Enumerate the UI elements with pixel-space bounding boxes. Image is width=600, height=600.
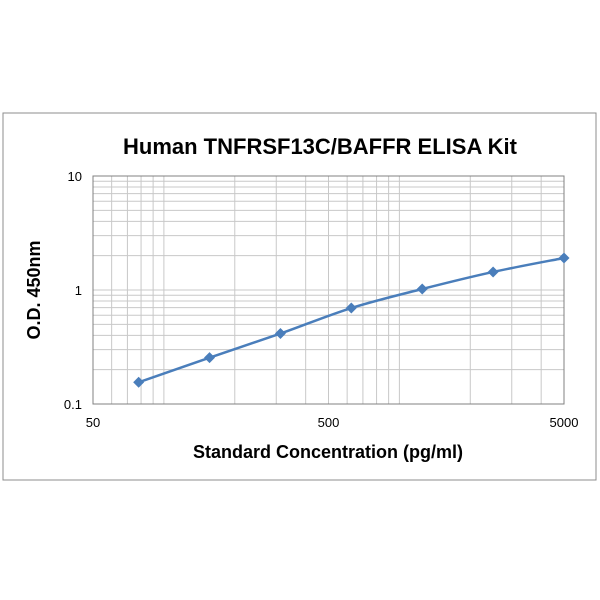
data-point [204,352,216,364]
data-point [558,252,570,264]
data-point [487,266,499,278]
y-axis-label: O.D. 450nm [24,240,44,339]
chart-title: Human TNFRSF13C/BAFFR ELISA Kit [123,134,518,159]
data-series [133,252,570,388]
plot-area [92,175,565,405]
grid [93,176,564,404]
data-point [274,328,286,340]
data-point [133,376,145,388]
y-tick-label: 1 [75,283,82,298]
y-tick-label: 0.1 [64,397,82,412]
y-tick-label: 10 [68,169,82,184]
data-point [416,283,428,295]
data-point [345,302,357,314]
x-tick-label: 50 [86,415,100,430]
tick-labels: 50 500 5000 0.1 1 10 [64,169,579,430]
x-tick-label: 500 [318,415,340,430]
x-axis-label: Standard Concentration (pg/ml) [193,442,463,462]
chart-border [2,112,597,481]
x-tick-label: 5000 [550,415,579,430]
